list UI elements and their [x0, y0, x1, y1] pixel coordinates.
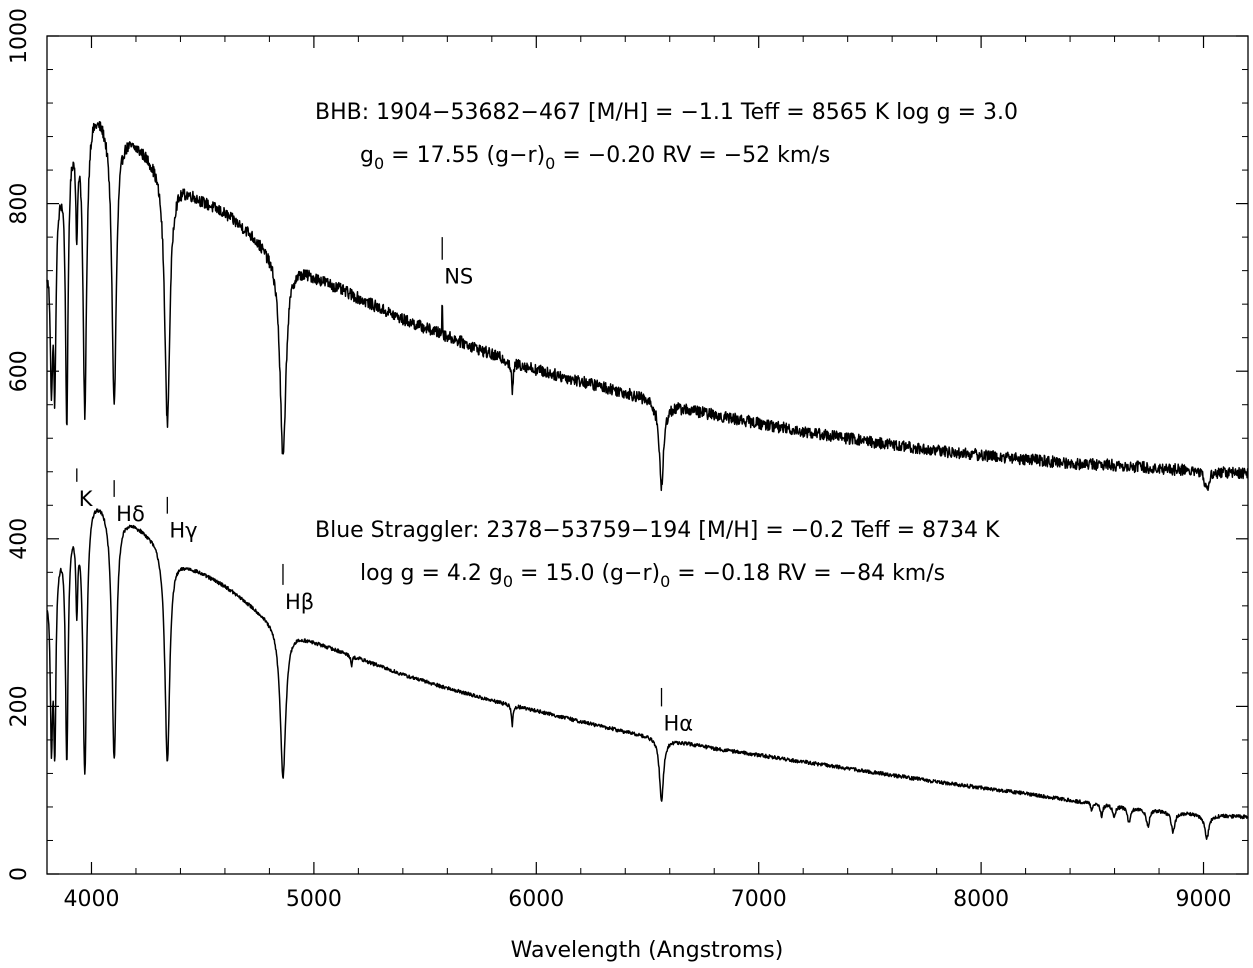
y-tick-label: 1000: [7, 8, 32, 64]
x-tick-label: 7000: [731, 887, 787, 912]
bhb-annotation-line1: BHB: 1904−53682−467 [M/H] = −1.1 Teff = …: [315, 100, 1018, 125]
blue-straggler-annotation-line2: log g = 4.2 g0 = 15.0 (g−r)0 = −0.18 RV …: [360, 561, 945, 591]
axis-tick-labels: 4000 5000 6000 7000 8000 9000 0 200 400 600 800 100…: [7, 8, 1232, 912]
y-tick-label: 0: [7, 867, 32, 881]
spectrum-series-1: [46, 120, 1249, 492]
spectral-line-labels: K Hδ Hγ Hβ Hα NS: [76, 237, 694, 735]
line-label: K: [79, 487, 94, 511]
y-tick-label: 200: [7, 685, 32, 727]
spectra-series: [46, 120, 1249, 840]
x-tick-label: 5000: [286, 887, 342, 912]
x-tick-label: 6000: [508, 887, 564, 912]
line-label: Hα: [664, 711, 694, 735]
plot-frame: [46, 35, 1249, 875]
line-label: Hδ: [116, 502, 145, 526]
x-tick-label: 8000: [953, 887, 1009, 912]
y-tick-label: 800: [7, 183, 32, 225]
x-tick-label: 9000: [1176, 887, 1232, 912]
x-tick-label: 4000: [63, 887, 119, 912]
line-label: Hγ: [169, 519, 197, 543]
line-label: NS: [444, 265, 473, 289]
y-tick-label: 400: [7, 518, 32, 560]
x-axis-label: Wavelength (Angstroms): [511, 938, 784, 963]
blue-straggler-annotation-line1: Blue Straggler: 2378−53759−194 [M/H] = −…: [315, 518, 1000, 543]
axis-ticks: [46, 35, 1249, 875]
line-label: Hβ: [285, 590, 314, 614]
spectrum-series-2: [46, 508, 1249, 840]
bhb-annotation-line2: g0 = 17.55 (g−r)0 = −0.20 RV = −52 km/s: [360, 143, 830, 173]
y-tick-label: 600: [7, 350, 32, 392]
